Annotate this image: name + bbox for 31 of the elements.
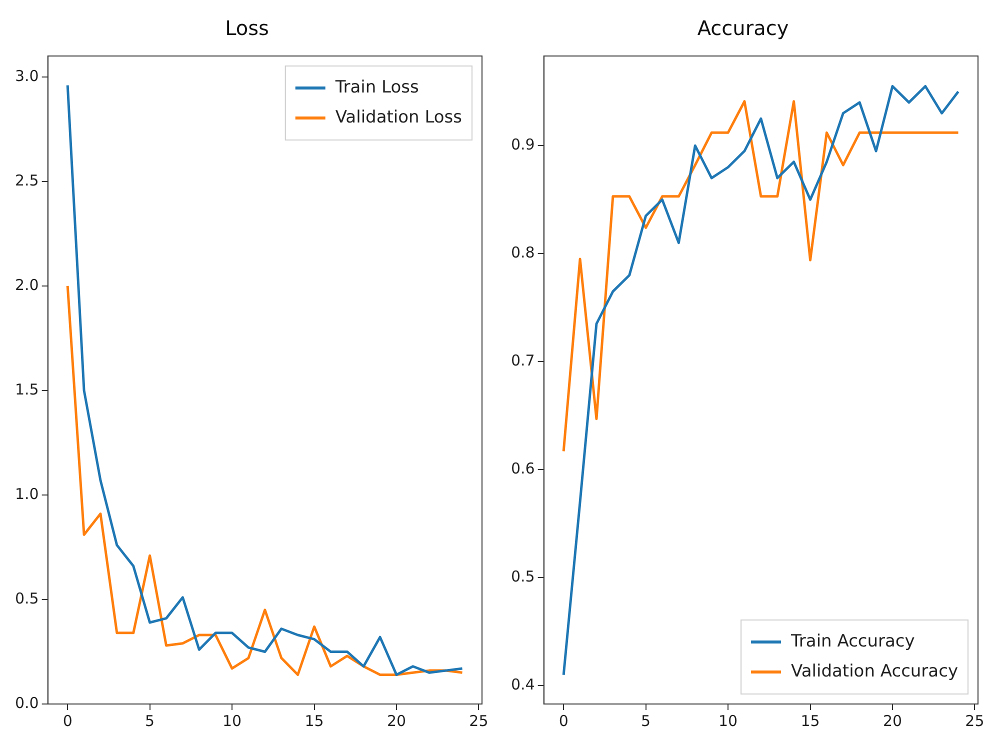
x-tick-label: 15 bbox=[304, 712, 324, 730]
y-tick-label: 0.0 bbox=[14, 694, 39, 712]
y-tick-label: 0.8 bbox=[510, 244, 535, 262]
y-tick-label: 0.5 bbox=[510, 568, 535, 586]
x-tick-label: 10 bbox=[718, 712, 738, 730]
legend-label: Validation Loss bbox=[335, 107, 462, 128]
y-tick-label: 0.9 bbox=[510, 136, 535, 154]
legend-label: Train Accuracy bbox=[790, 631, 915, 652]
x-tick-label: 0 bbox=[62, 712, 72, 730]
y-tick-label: 1.5 bbox=[14, 380, 39, 398]
chart-title: Accuracy bbox=[697, 16, 789, 40]
y-tick-label: 0.5 bbox=[14, 589, 39, 608]
legend-label: Validation Accuracy bbox=[791, 661, 958, 682]
x-tick-label: 25 bbox=[469, 712, 488, 730]
x-tick-label: 15 bbox=[800, 712, 820, 730]
y-tick-label: 0.6 bbox=[510, 460, 535, 478]
x-tick-label: 25 bbox=[965, 712, 984, 730]
chart-title: Loss bbox=[225, 16, 269, 40]
x-tick-label: 20 bbox=[882, 712, 902, 730]
x-tick-label: 5 bbox=[641, 712, 651, 730]
y-tick-label: 0.4 bbox=[510, 676, 535, 694]
x-tick-label: 5 bbox=[145, 712, 155, 730]
x-tick-label: 20 bbox=[386, 712, 406, 730]
y-tick-label: 3.0 bbox=[14, 66, 39, 85]
y-tick-label: 1.0 bbox=[14, 484, 39, 503]
legend-label: Train Loss bbox=[334, 77, 419, 98]
x-tick-label: 10 bbox=[222, 712, 242, 730]
x-tick-label: 0 bbox=[558, 712, 568, 730]
y-tick-label: 0.7 bbox=[510, 352, 535, 370]
y-tick-label: 2.5 bbox=[14, 171, 39, 190]
y-tick-label: 2.0 bbox=[14, 276, 39, 294]
